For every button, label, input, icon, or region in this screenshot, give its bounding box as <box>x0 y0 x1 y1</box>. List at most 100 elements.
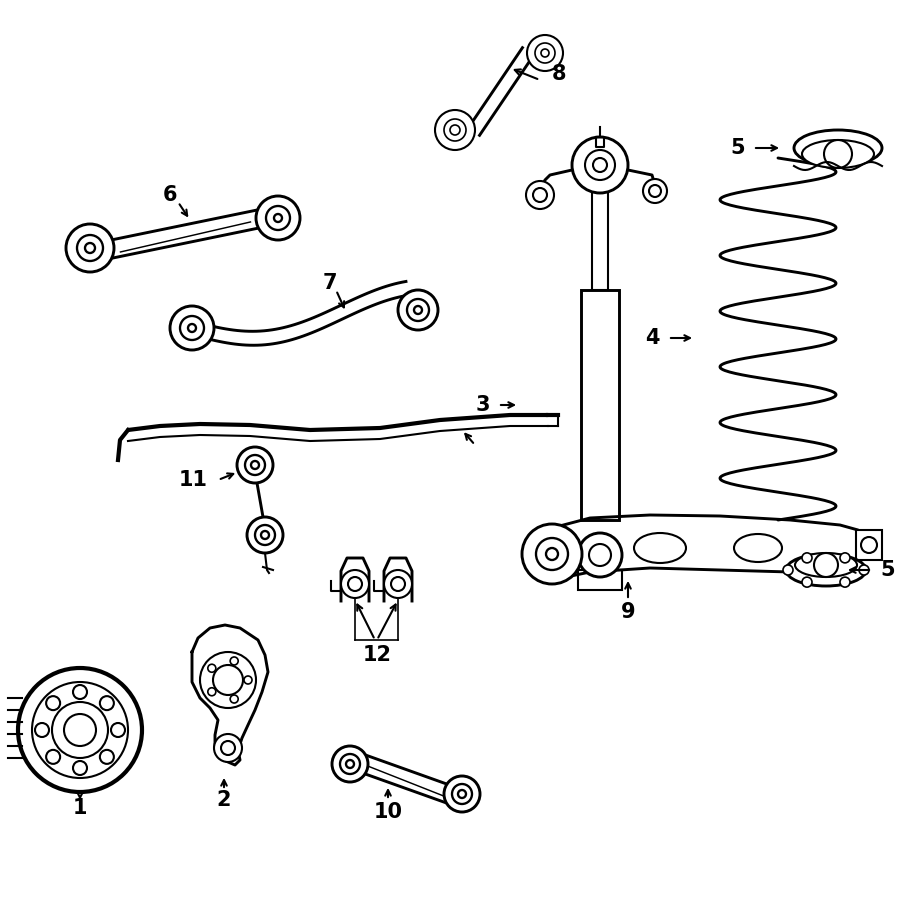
Circle shape <box>589 544 611 566</box>
Circle shape <box>111 723 125 737</box>
Polygon shape <box>192 625 268 765</box>
Circle shape <box>859 565 869 575</box>
Circle shape <box>52 702 108 758</box>
Circle shape <box>452 784 472 804</box>
Circle shape <box>188 324 196 332</box>
Circle shape <box>100 750 114 764</box>
Text: 11: 11 <box>179 470 208 490</box>
Circle shape <box>593 158 607 172</box>
Circle shape <box>237 447 273 483</box>
Circle shape <box>341 570 369 598</box>
Ellipse shape <box>786 554 866 586</box>
Circle shape <box>585 150 615 180</box>
Circle shape <box>572 137 628 193</box>
Circle shape <box>251 461 259 469</box>
Bar <box>581 290 619 520</box>
Text: 2: 2 <box>217 790 231 810</box>
Circle shape <box>414 306 422 314</box>
Circle shape <box>213 665 243 695</box>
Ellipse shape <box>634 533 686 563</box>
Circle shape <box>46 696 60 710</box>
Circle shape <box>180 316 204 340</box>
Text: 8: 8 <box>552 64 567 84</box>
Ellipse shape <box>734 534 782 562</box>
Circle shape <box>578 533 622 577</box>
Ellipse shape <box>795 553 857 577</box>
Text: 12: 12 <box>362 645 391 665</box>
Ellipse shape <box>802 140 874 168</box>
Circle shape <box>526 181 554 209</box>
Circle shape <box>231 657 239 665</box>
Circle shape <box>256 196 300 240</box>
Circle shape <box>214 734 242 762</box>
Circle shape <box>208 664 216 672</box>
Circle shape <box>535 43 555 63</box>
Circle shape <box>546 548 558 560</box>
Circle shape <box>85 243 95 253</box>
Circle shape <box>444 776 480 812</box>
Ellipse shape <box>794 130 882 166</box>
Circle shape <box>332 746 368 782</box>
Circle shape <box>824 140 852 168</box>
Circle shape <box>100 696 114 710</box>
Circle shape <box>261 531 269 539</box>
Circle shape <box>32 682 128 778</box>
Circle shape <box>649 185 661 197</box>
Circle shape <box>266 206 290 230</box>
Circle shape <box>221 741 235 755</box>
Circle shape <box>346 760 354 768</box>
Circle shape <box>18 668 142 792</box>
Circle shape <box>458 790 466 798</box>
Circle shape <box>444 119 466 141</box>
Circle shape <box>783 565 793 575</box>
Circle shape <box>861 537 877 553</box>
Circle shape <box>244 676 252 684</box>
Text: 6: 6 <box>162 185 178 205</box>
Circle shape <box>814 553 838 577</box>
Circle shape <box>643 179 667 203</box>
Circle shape <box>46 750 60 764</box>
Circle shape <box>200 652 256 708</box>
Circle shape <box>348 577 362 591</box>
Circle shape <box>35 723 49 737</box>
Text: 3: 3 <box>475 395 490 415</box>
Bar <box>856 530 882 560</box>
Bar <box>578 570 622 590</box>
Circle shape <box>407 299 429 321</box>
Circle shape <box>64 714 96 746</box>
Text: 9: 9 <box>621 602 635 622</box>
Circle shape <box>527 35 563 71</box>
Circle shape <box>231 695 239 703</box>
Circle shape <box>536 538 568 570</box>
Text: 7: 7 <box>323 273 337 293</box>
Circle shape <box>247 517 283 553</box>
Bar <box>592 190 608 290</box>
Circle shape <box>245 455 265 475</box>
Circle shape <box>73 685 87 699</box>
Circle shape <box>384 570 412 598</box>
Polygon shape <box>552 515 860 580</box>
Circle shape <box>73 761 87 775</box>
Text: 5: 5 <box>730 138 745 158</box>
Circle shape <box>77 235 103 261</box>
Circle shape <box>170 306 214 350</box>
Circle shape <box>840 553 850 562</box>
Text: 5: 5 <box>880 560 894 580</box>
Circle shape <box>522 524 582 584</box>
Circle shape <box>541 49 549 57</box>
Circle shape <box>450 125 460 135</box>
Circle shape <box>66 224 114 272</box>
Circle shape <box>255 525 275 545</box>
Circle shape <box>802 577 812 587</box>
Text: 1: 1 <box>73 798 87 818</box>
Circle shape <box>340 754 360 774</box>
Circle shape <box>533 188 547 202</box>
Text: 4: 4 <box>646 328 660 348</box>
Circle shape <box>435 110 475 150</box>
Text: 10: 10 <box>373 802 403 822</box>
Circle shape <box>274 214 282 222</box>
Circle shape <box>802 553 812 562</box>
Circle shape <box>398 290 438 330</box>
Circle shape <box>391 577 405 591</box>
Circle shape <box>208 688 216 696</box>
